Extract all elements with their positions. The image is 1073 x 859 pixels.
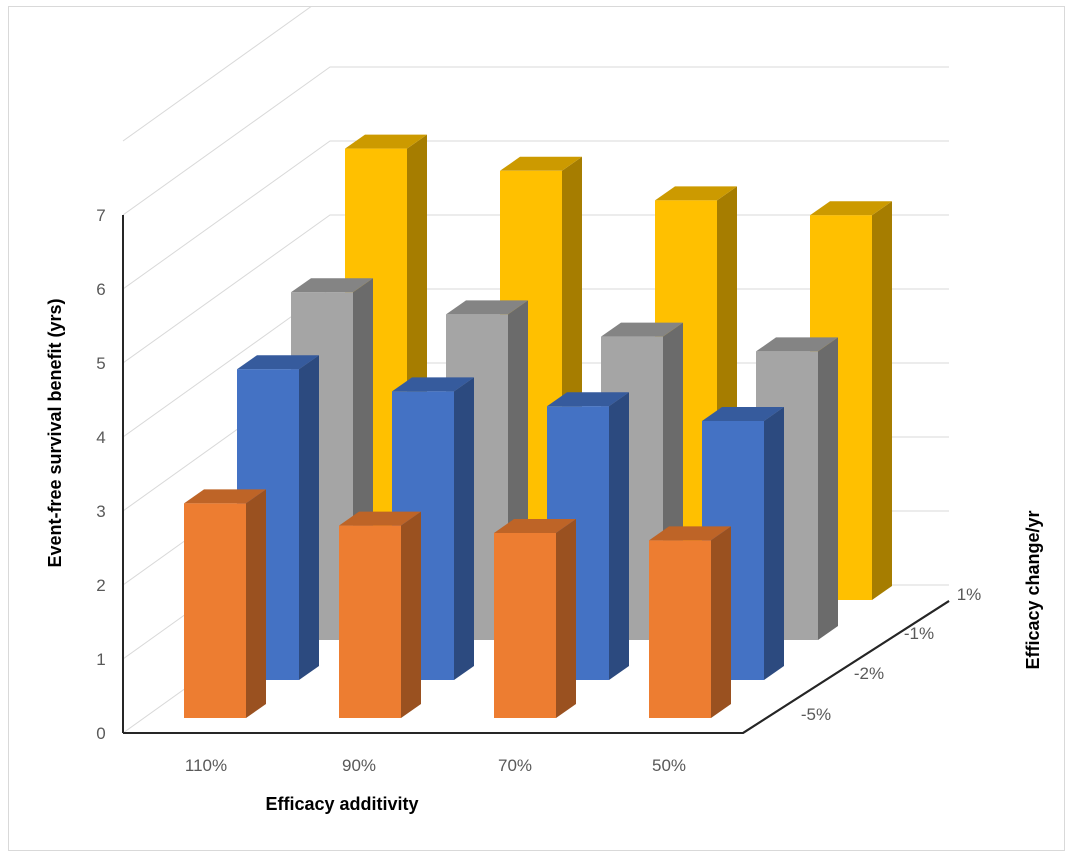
bar-top-face <box>601 322 683 337</box>
bar--5pct-50pct <box>649 526 731 718</box>
bar-top-face <box>810 201 892 216</box>
bar-top-face <box>649 526 731 541</box>
y-tick-label: 1 <box>96 650 105 669</box>
y-tick-label: 4 <box>96 428 105 447</box>
chart-frame: 0 1 2 3 4 5 6 7 110% 90% 70% 50% -5% -2% -1% 1% Efficac… <box>8 6 1065 851</box>
bar-top-face <box>655 186 737 201</box>
bar-side-face <box>401 511 421 718</box>
bar-side-face <box>711 526 731 718</box>
z-tick-label: 1% <box>957 585 982 604</box>
bar-front-face <box>494 533 556 718</box>
bar-top-face <box>237 355 319 370</box>
y-tick-label: 0 <box>96 724 105 743</box>
bar-side-face <box>299 355 319 680</box>
bar-top-face <box>291 278 373 293</box>
y-tick-label: 5 <box>96 354 105 373</box>
gridline <box>122 140 949 290</box>
bar--5pct-90pct <box>339 511 421 718</box>
z-tick-label: -2% <box>854 664 884 683</box>
bar-top-face <box>500 156 582 171</box>
gridline <box>122 66 949 216</box>
z-axis-title: Efficacy change/yr <box>1023 510 1043 669</box>
z-tick-label: -1% <box>904 624 934 643</box>
bar-side-face <box>609 392 629 680</box>
gridline <box>122 214 949 364</box>
y-tick-label: 2 <box>96 576 105 595</box>
bar-top-face <box>339 511 421 526</box>
y-tick-label: 6 <box>96 280 105 299</box>
bar-top-face <box>345 134 427 149</box>
depth-axis-line <box>742 600 950 734</box>
y-tick-label: 3 <box>96 502 105 521</box>
bar-top-face <box>392 377 474 392</box>
x-tick-label: 90% <box>342 756 376 775</box>
y-tick-label: 7 <box>96 206 105 225</box>
bar-side-face <box>764 407 784 680</box>
bar-top-face <box>756 337 838 352</box>
x-tick-label: 50% <box>652 756 686 775</box>
tick-labels: 0 1 2 3 4 5 6 7 110% 90% 70% 50% -5% -2% -1% 1% <box>96 206 981 775</box>
bar--5pct-70pct <box>494 519 576 718</box>
bar-front-face <box>339 525 401 718</box>
gridline <box>122 7 312 142</box>
bar-side-face <box>246 489 266 718</box>
bar-top-face <box>184 489 266 504</box>
bar-front-face <box>184 503 246 718</box>
axes <box>122 215 950 734</box>
z-tick-label: -5% <box>801 705 831 724</box>
x-axis-title: Efficacy additivity <box>265 794 418 814</box>
bars <box>184 134 892 718</box>
bar-side-face <box>818 337 838 640</box>
bar-top-face <box>547 392 629 407</box>
bar-top-face <box>494 519 576 533</box>
y-axis-title: Event-free survival benefit (yrs) <box>45 298 65 567</box>
bar-top-face <box>446 300 528 315</box>
bar-side-face <box>872 201 892 600</box>
x-tick-label: 110% <box>185 756 227 775</box>
bar-top-face <box>702 407 784 421</box>
chart-svg: 0 1 2 3 4 5 6 7 110% 90% 70% 50% -5% -2% -1% 1% Efficac… <box>45 7 1043 814</box>
bar-side-face <box>454 377 474 680</box>
bar-side-face <box>556 519 576 718</box>
x-tick-label: 70% <box>498 756 532 775</box>
bar--5pct-110pct <box>184 489 266 718</box>
bar-front-face <box>649 540 711 718</box>
